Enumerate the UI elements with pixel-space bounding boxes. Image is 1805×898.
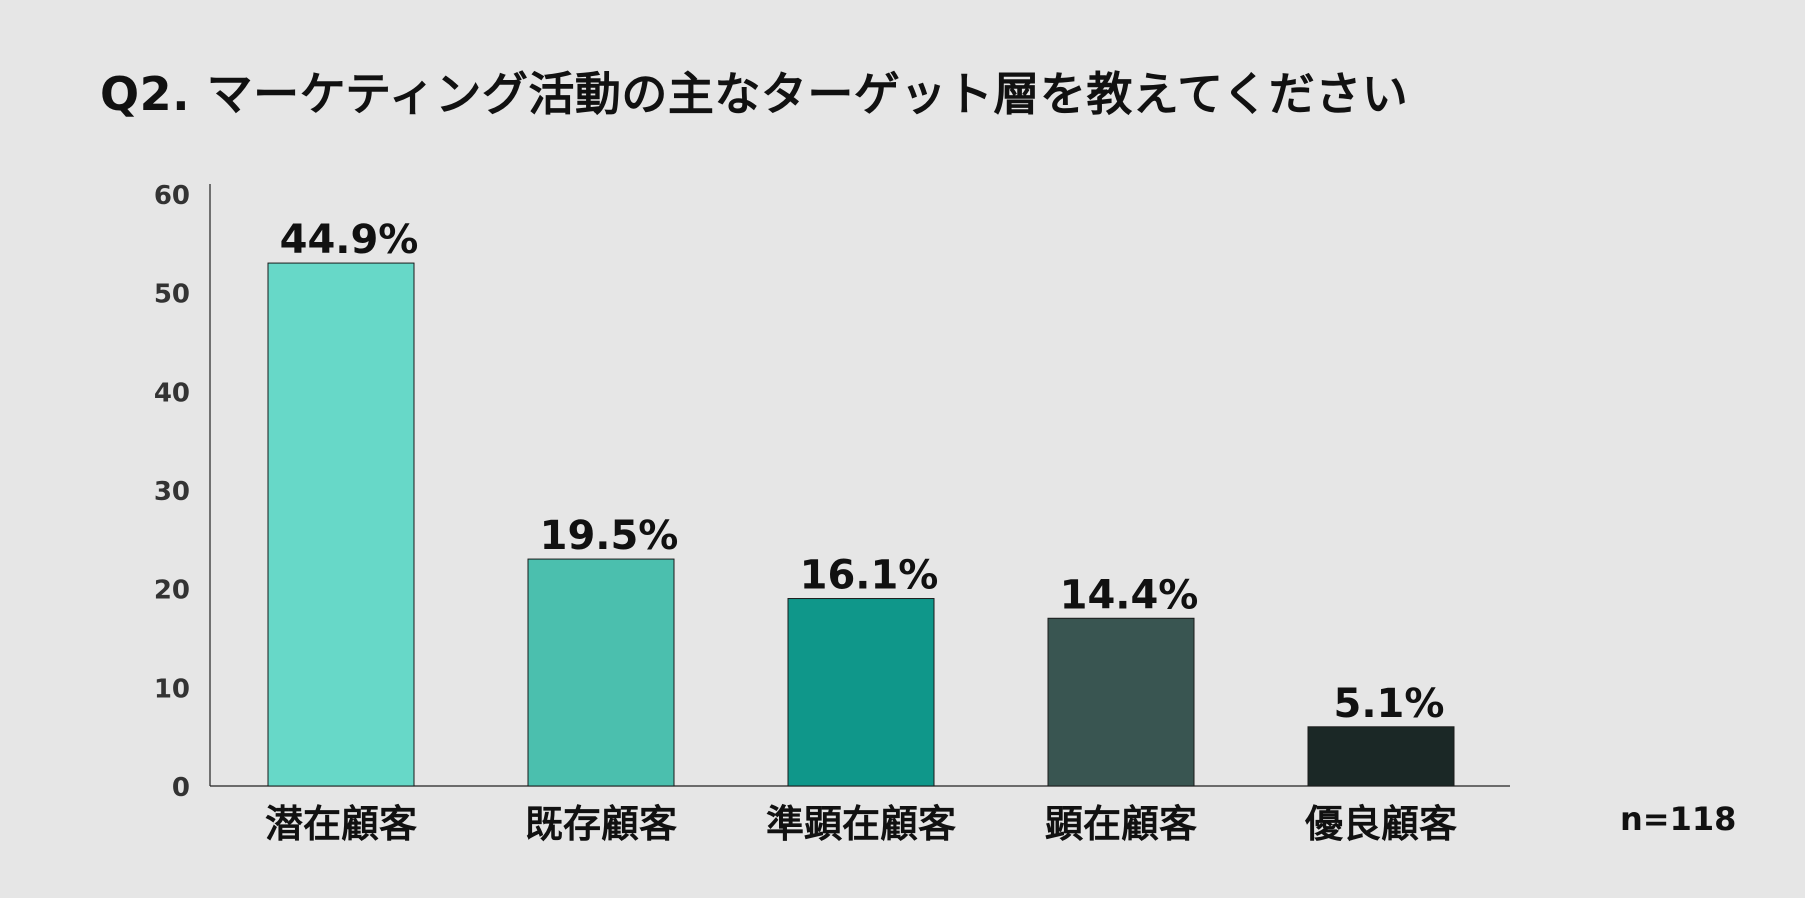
y-tick-label: 20 — [154, 576, 190, 606]
category-labels: 潜在顧客 既存顧客 準顕在顧客 顕在顧客 優良顧客 — [265, 802, 1457, 846]
sample-size-label: n=118 — [1620, 800, 1737, 838]
category-label: 準顕在顧客 — [766, 802, 956, 846]
y-tick-label: 60 — [154, 181, 190, 211]
bar-value-label: 44.9% — [280, 217, 419, 263]
category-label: 潜在顧客 — [265, 802, 417, 846]
bars — [267, 262, 1455, 787]
y-axis: 0 10 20 30 40 50 60 — [154, 181, 211, 803]
bar — [267, 262, 415, 787]
bar-value-label: 5.1% — [1334, 681, 1445, 727]
category-label: 既存顧客 — [525, 802, 677, 846]
bar — [527, 558, 675, 787]
bar-value-label: 19.5% — [540, 513, 679, 559]
bar — [787, 598, 935, 787]
value-labels: 44.9% 19.5% 16.1% 14.4% 5.1% — [280, 217, 1445, 727]
y-tick-label: 10 — [154, 674, 190, 704]
y-tick-label: 50 — [154, 280, 190, 310]
y-tick-label: 30 — [154, 477, 190, 507]
category-label: 顕在顧客 — [1045, 802, 1197, 846]
bar-value-label: 16.1% — [800, 553, 939, 599]
category-label: 優良顧客 — [1304, 802, 1457, 846]
bar — [1307, 726, 1455, 787]
bar-value-label: 14.4% — [1060, 572, 1199, 618]
chart-title: Q2. マーケティング活動の主なターゲット層を教えてください — [100, 67, 1409, 121]
bar — [1047, 617, 1195, 787]
y-tick-label: 40 — [154, 378, 190, 408]
y-tick-label: 0 — [172, 773, 190, 803]
